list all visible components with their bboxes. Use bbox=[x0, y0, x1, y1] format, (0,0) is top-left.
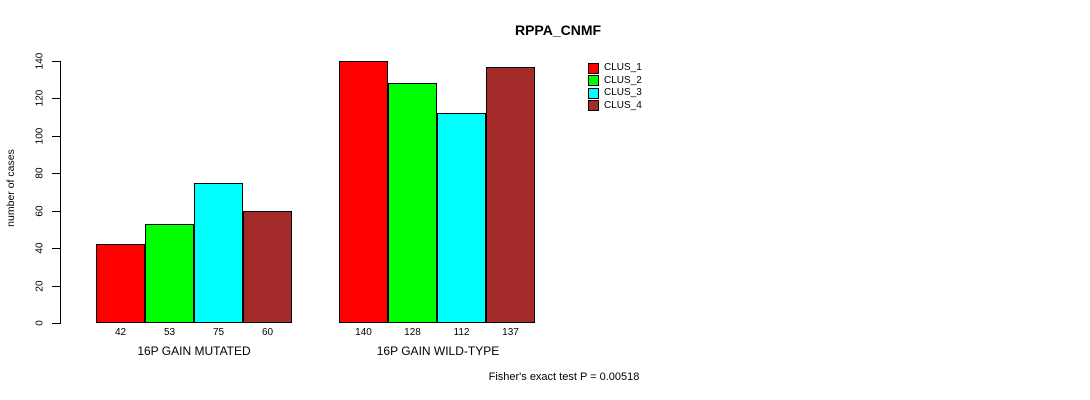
y-tick bbox=[52, 61, 61, 62]
y-tick bbox=[52, 98, 61, 99]
y-tick-label: 120 bbox=[34, 89, 46, 107]
y-tick-label: 100 bbox=[34, 127, 46, 145]
y-tick-label: 40 bbox=[34, 242, 46, 254]
y-tick bbox=[52, 248, 61, 249]
category-label-wild-type: 16P GAIN WILD-TYPE bbox=[376, 344, 500, 358]
bar-clus_3-wild-type bbox=[437, 113, 486, 323]
y-tick-label: 20 bbox=[34, 280, 46, 292]
bar-clus_4-mutated bbox=[243, 211, 292, 323]
bar-value-label: 53 bbox=[163, 327, 176, 338]
y-tick bbox=[52, 323, 61, 324]
bar-clus_3-mutated bbox=[194, 183, 243, 323]
legend-swatch-clus-4 bbox=[588, 100, 599, 112]
bar-value-label: 112 bbox=[453, 327, 470, 338]
legend-swatch-clus-2 bbox=[588, 75, 599, 87]
bar-clus_4-wild-type bbox=[486, 67, 535, 323]
legend-item-clus-4: CLUS_4 bbox=[588, 100, 642, 113]
bar-clus_2-mutated bbox=[145, 224, 194, 323]
y-tick-label: 80 bbox=[34, 167, 46, 179]
legend-label-clus-2: CLUS_2 bbox=[604, 74, 642, 86]
legend-item-clus-2: CLUS_2 bbox=[588, 75, 642, 88]
bar-value-label: 137 bbox=[502, 327, 519, 338]
category-label-mutated: 16P GAIN MUTATED bbox=[137, 344, 251, 358]
bar-clus_1-wild-type bbox=[339, 61, 388, 323]
legend-label-clus-1: CLUS_1 bbox=[604, 62, 642, 74]
y-axis-label: number of cases bbox=[5, 149, 17, 227]
chart-title: RPPA_CNMF bbox=[514, 22, 602, 38]
y-tick-label: 60 bbox=[34, 205, 46, 217]
legend-item-clus-3: CLUS_3 bbox=[588, 87, 642, 100]
y-tick bbox=[52, 173, 61, 174]
y-tick-label: 0 bbox=[34, 320, 46, 326]
legend-swatch-clus-3 bbox=[588, 87, 599, 99]
legend-label-clus-3: CLUS_3 bbox=[604, 87, 642, 99]
y-axis-line bbox=[60, 61, 61, 323]
bar-value-label: 140 bbox=[355, 327, 372, 338]
y-tick bbox=[52, 286, 61, 287]
bar-clus_1-mutated bbox=[96, 244, 145, 323]
legend-item-clus-1: CLUS_1 bbox=[588, 62, 642, 75]
y-tick bbox=[52, 211, 61, 212]
bar-value-label: 60 bbox=[261, 327, 274, 338]
bar-value-label: 75 bbox=[212, 327, 225, 338]
y-tick bbox=[52, 136, 61, 137]
legend: CLUS_1 CLUS_2 CLUS_3 CLUS_4 bbox=[588, 62, 642, 112]
bar-value-label: 128 bbox=[404, 327, 421, 338]
bar-value-label: 42 bbox=[114, 327, 127, 338]
legend-label-clus-4: CLUS_4 bbox=[604, 99, 642, 111]
bar-clus_2-wild-type bbox=[388, 83, 437, 323]
legend-swatch-clus-1 bbox=[588, 62, 599, 74]
y-tick-label: 140 bbox=[34, 52, 46, 70]
fisher-test-annotation: Fisher's exact test P = 0.00518 bbox=[488, 371, 640, 383]
